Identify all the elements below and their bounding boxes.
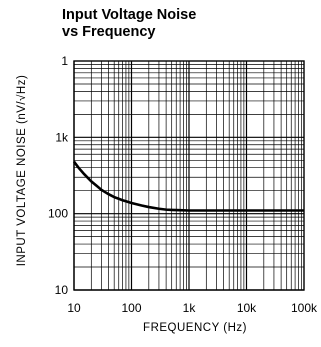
x-tick-label: 1k [183,301,197,315]
y-axis-label: INPUT VOLTAGE NOISE (nV/√Hz) [15,75,28,267]
plot-frame [73,60,305,291]
y-tick-label: 1k [55,130,69,144]
y-tick-labels: 10 100 1k 1 [48,54,69,297]
x-tick-labels: 10 100 1k 10k 100k [67,301,318,315]
y-tick-label: 1 [61,54,68,68]
x-axis-label: FREQUENCY (Hz) [143,322,247,334]
x-tick-label: 100k [291,301,318,315]
y-tick-label: 100 [48,207,68,221]
chart-title: Input Voltage Noise vs Frequency [62,7,197,40]
x-tick-label: 10k [237,301,257,315]
x-tick-label: 10 [67,301,81,315]
x-tick-label: 100 [121,301,141,315]
y-tick-label: 10 [55,283,69,297]
grid-lines [73,61,304,291]
series-line [72,160,304,212]
